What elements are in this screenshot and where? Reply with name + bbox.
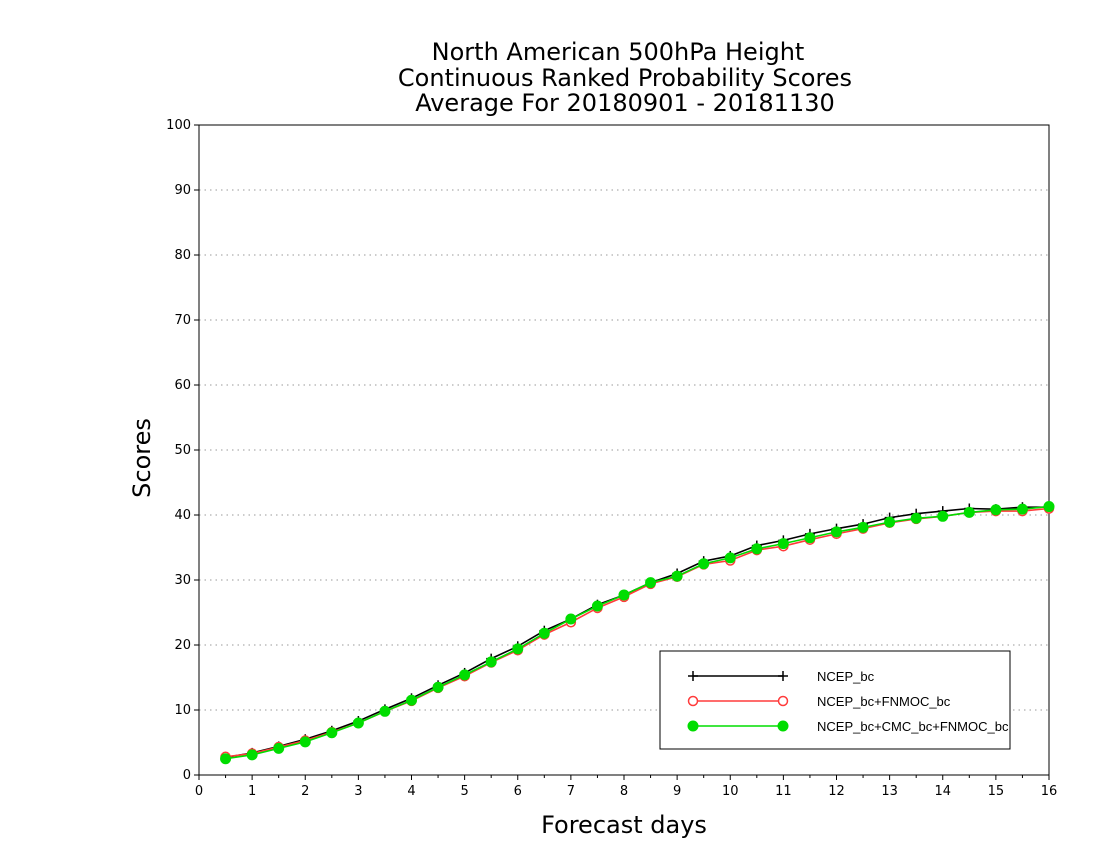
x-tick-label-5: 5 bbox=[460, 784, 468, 799]
legend-marker-2-left bbox=[687, 720, 699, 732]
series-2-point bbox=[406, 694, 417, 706]
series-2-point bbox=[698, 558, 710, 570]
x-tick-label-16: 16 bbox=[1041, 784, 1058, 799]
x-tick-label-13: 13 bbox=[881, 784, 898, 799]
x-tick-label-14: 14 bbox=[934, 784, 951, 799]
legend-label-1: NCEP_bc+FNMOC_bc bbox=[817, 694, 951, 709]
series-2-point bbox=[645, 577, 657, 589]
series-2-point bbox=[724, 552, 736, 564]
y-tick-label-10: 10 bbox=[174, 703, 191, 718]
legend-entry-2: NCEP_bc+CMC_bc+FNMOC_bc bbox=[687, 719, 1009, 734]
x-tick-label-4: 4 bbox=[407, 784, 415, 799]
y-tick-label-90: 90 bbox=[174, 183, 191, 198]
series-2-point bbox=[273, 742, 285, 754]
chart-title-line-3: Average For 20180901 - 20181130 bbox=[415, 89, 835, 117]
series-2-point bbox=[831, 526, 842, 538]
x-tick-label-2: 2 bbox=[301, 784, 309, 799]
chart-title-line-1: North American 500hPa Height bbox=[432, 38, 805, 66]
x-axis-label: Forecast days bbox=[541, 811, 707, 839]
legend: NCEP_bc NCEP_bc+FNMOC_bc NCEP_bc+CMC_bc+FN… bbox=[659, 650, 1011, 750]
series-2-point bbox=[1043, 501, 1055, 513]
series-2-point bbox=[485, 656, 497, 668]
legend-marker-1-left bbox=[687, 695, 699, 707]
x-tick-label-7: 7 bbox=[567, 784, 575, 799]
y-axis-label: Scores bbox=[128, 418, 156, 498]
series-2-point bbox=[937, 510, 949, 522]
y-tick-label-100: 100 bbox=[166, 118, 191, 133]
y-tick-label-80: 80 bbox=[174, 248, 191, 263]
y-tick-label-0: 0 bbox=[183, 768, 191, 783]
series-2-point bbox=[963, 506, 975, 518]
legend-marker-2-right bbox=[777, 720, 789, 732]
x-tick-label-12: 12 bbox=[828, 784, 845, 799]
series-2-point bbox=[538, 627, 550, 639]
legend-marker-0-right bbox=[778, 671, 788, 681]
series-2-point bbox=[352, 717, 364, 729]
series-2-point bbox=[379, 705, 391, 717]
x-tick-label-1: 1 bbox=[248, 784, 256, 799]
legend-box bbox=[659, 650, 1011, 750]
x-tick-label-10: 10 bbox=[722, 784, 739, 799]
series-2 bbox=[220, 501, 1055, 765]
series-2-point bbox=[220, 753, 232, 765]
series-2-point bbox=[591, 600, 603, 612]
series-2-point bbox=[459, 669, 471, 681]
series-2-point bbox=[299, 736, 311, 748]
series-2-point bbox=[751, 543, 763, 555]
x-tick-label-0: 0 bbox=[195, 784, 203, 799]
series-2-point bbox=[565, 613, 577, 625]
y-tick-label-60: 60 bbox=[174, 378, 191, 393]
series-2-point bbox=[804, 532, 816, 544]
series-2-point bbox=[326, 727, 338, 739]
series-2-point bbox=[246, 749, 258, 761]
series-2-point bbox=[884, 516, 896, 528]
y-tick-label-30: 30 bbox=[174, 573, 191, 588]
x-tick-label-9: 9 bbox=[673, 784, 681, 799]
series-2-point bbox=[910, 512, 922, 524]
y-tick-label-40: 40 bbox=[174, 508, 191, 523]
x-tick-label-3: 3 bbox=[354, 784, 362, 799]
series-2-point bbox=[618, 589, 630, 601]
legend-entry-0: NCEP_bc bbox=[688, 669, 875, 684]
series-2-point bbox=[1016, 503, 1028, 515]
series-2-point bbox=[512, 643, 524, 655]
series-2-point bbox=[857, 521, 869, 533]
y-tick-label-50: 50 bbox=[174, 443, 191, 458]
x-tick-label-11: 11 bbox=[775, 784, 792, 799]
series-layer bbox=[220, 501, 1055, 765]
series-2-point bbox=[990, 504, 1002, 516]
chart-title: North American 500hPa Height Continuous … bbox=[398, 38, 852, 117]
legend-label-0: NCEP_bc bbox=[817, 669, 875, 684]
y-tick-label-70: 70 bbox=[174, 313, 191, 328]
legend-label-2: NCEP_bc+CMC_bc+FNMOC_bc bbox=[817, 719, 1009, 734]
y-tick-label-20: 20 bbox=[174, 638, 191, 653]
x-tick-label-8: 8 bbox=[620, 784, 628, 799]
x-tick-label-6: 6 bbox=[514, 784, 522, 799]
gridlines bbox=[199, 189, 1049, 711]
x-tick-label-15: 15 bbox=[988, 784, 1005, 799]
legend-entry-1: NCEP_bc+FNMOC_bc bbox=[687, 694, 951, 709]
legend-marker-0-left bbox=[688, 671, 698, 681]
series-2-point bbox=[777, 538, 789, 550]
series-2-point bbox=[432, 681, 444, 693]
legend-marker-1-right bbox=[777, 695, 789, 707]
series-2-point bbox=[671, 570, 683, 582]
chart-title-line-2: Continuous Ranked Probability Scores bbox=[398, 64, 852, 92]
